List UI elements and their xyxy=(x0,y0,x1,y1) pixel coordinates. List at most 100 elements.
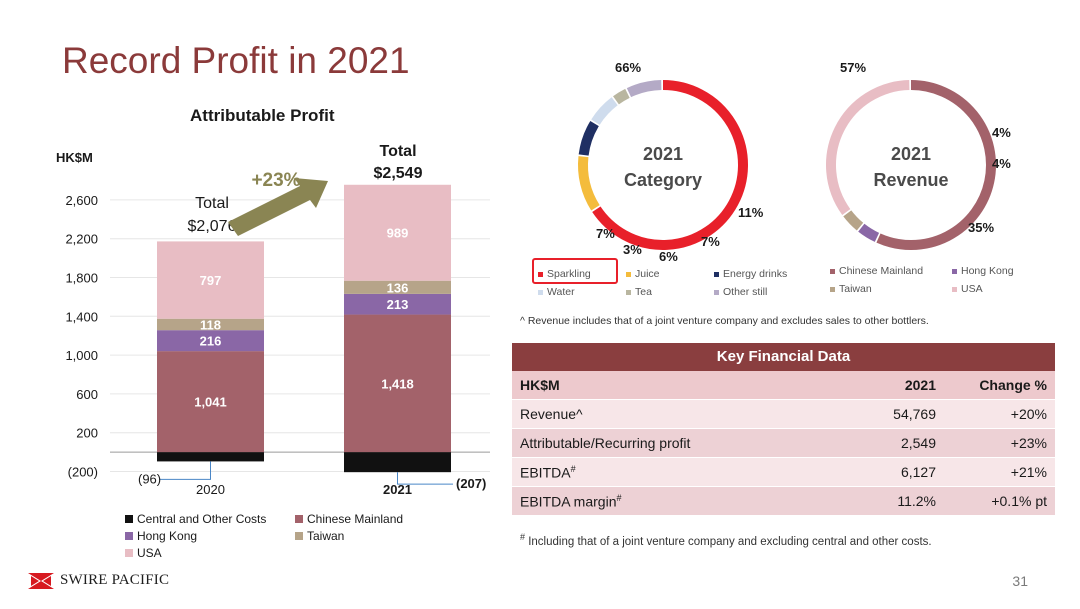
sparkling-highlight-box xyxy=(532,258,618,284)
legend-swatch xyxy=(295,515,303,523)
segment-data-label: 989 xyxy=(387,226,409,241)
row-label: Revenue^ xyxy=(512,399,818,429)
footnote-mark: # xyxy=(570,463,576,474)
donut-slice-hong-kong xyxy=(858,223,880,242)
legend-label: Other still xyxy=(723,286,768,298)
slice-percent-label: 4% xyxy=(992,125,1011,140)
legend-label: Energy drinks xyxy=(723,268,788,280)
segment-data-label: 797 xyxy=(200,273,222,288)
legend-label: USA xyxy=(961,283,983,295)
y-axis-label: HK$M xyxy=(56,150,93,165)
row-value: 2,549 xyxy=(818,428,944,458)
category-legend: Sparkling Juice Energy drinks Water Tea … xyxy=(538,268,824,298)
legend-label: Hong Kong xyxy=(137,529,198,543)
row-change: +20% xyxy=(944,399,1055,429)
column-header: 2021 xyxy=(818,371,944,400)
legend-dot xyxy=(626,289,631,295)
bar-chart-title: Attributable Profit xyxy=(190,106,335,125)
revenue-note: ^ Revenue includes that of a joint ventu… xyxy=(520,315,929,327)
table-header-row: HK$M 2021 Change % xyxy=(512,371,1055,400)
revenue-legend: Chinese Mainland Hong Kong Taiwan USA xyxy=(830,265,1032,295)
donut-slice-sparkling xyxy=(592,80,748,250)
donut-center-year: 2021 xyxy=(891,144,931,164)
swire-logo-icon xyxy=(28,572,54,589)
legend-item-hong-kong: Hong Kong xyxy=(952,265,1032,277)
slice-percent-label: 7% xyxy=(701,234,720,249)
logo-text: SWIRE PACIFIC xyxy=(60,572,170,588)
total-label: Total xyxy=(379,143,416,160)
donut-slice-tea xyxy=(613,88,630,105)
legend-label: Hong Kong xyxy=(961,265,1014,277)
donut-slice-water xyxy=(591,97,618,125)
legend-item-juice: Juice xyxy=(626,268,714,280)
growth-arrow xyxy=(228,178,328,236)
legend-item-energy-drinks: Energy drinks xyxy=(714,268,824,280)
legend-item-taiwan: Taiwan xyxy=(295,529,455,543)
row-label-text: Revenue^ xyxy=(520,406,583,422)
legend-dot xyxy=(952,268,957,274)
y-tick-label: 1,800 xyxy=(65,271,98,286)
swire-pacific-logo: SWIRE PACIFIC xyxy=(28,572,169,589)
legend-label: Sparkling xyxy=(547,268,591,280)
table-row: EBITDA margin# 11.2% +0.1% pt xyxy=(512,486,1055,515)
legend-item-tea: Tea xyxy=(626,286,714,298)
total-value: $2,076 xyxy=(188,218,237,235)
row-label-text: Attributable/Recurring profit xyxy=(520,435,691,451)
legend-label: USA xyxy=(137,546,162,560)
table-footnote: # Including that of a joint venture comp… xyxy=(520,532,932,548)
footnote-mark: # xyxy=(520,532,526,542)
key-financial-data-table: HK$M 2021 Change % Revenue^ 54,769 +20% … xyxy=(512,371,1055,515)
bar-segment-taiwan xyxy=(157,318,264,331)
legend-label: Juice xyxy=(635,268,660,280)
legend-label: Chinese Mainland xyxy=(839,265,924,277)
row-value: 11.2% xyxy=(818,486,944,515)
legend-label: Taiwan xyxy=(307,529,345,543)
segment-data-label: 1,418 xyxy=(381,376,414,391)
legend-item-water: Water xyxy=(538,286,626,298)
y-tick-label: 1,400 xyxy=(65,309,98,324)
segment-data-label: 216 xyxy=(200,334,222,349)
legend-label: Tea xyxy=(635,286,652,298)
total-value: $2,549 xyxy=(374,165,423,182)
segment-data-label: 213 xyxy=(387,297,409,312)
y-tick-label: 600 xyxy=(76,387,98,402)
callout-line xyxy=(159,461,211,480)
legend-dot xyxy=(952,286,957,292)
donut-center-title: Category xyxy=(624,170,702,190)
slice-percent-label: 4% xyxy=(992,156,1011,171)
legend-item-other-still: Other still xyxy=(714,286,824,298)
key-financial-data-title: Key Financial Data xyxy=(512,343,1055,371)
table-row: Attributable/Recurring profit 2,549 +23% xyxy=(512,428,1055,458)
slice-percent-label: 66% xyxy=(615,60,641,75)
table-row: Revenue^ 54,769 +20% xyxy=(512,399,1055,429)
table-row: EBITDA# 6,127 +21% xyxy=(512,457,1055,487)
legend-label: Water xyxy=(547,286,575,298)
slice-percent-label: 3% xyxy=(623,242,642,257)
legend-item-usa: USA xyxy=(952,283,1032,295)
legend-swatch xyxy=(125,532,133,540)
legend-label: Chinese Mainland xyxy=(307,512,404,526)
segment-data-label: 118 xyxy=(200,317,221,332)
row-change: +21% xyxy=(944,457,1055,487)
page-number: 31 xyxy=(1012,573,1028,589)
legend-dot xyxy=(538,289,543,295)
donut-slice-energy-drinks xyxy=(578,120,599,156)
legend-item-central-costs: Central and Other Costs xyxy=(125,512,295,526)
legend-item-chinese-mainland: Chinese Mainland xyxy=(295,512,455,526)
column-header: Change % xyxy=(944,371,1055,400)
callout-line xyxy=(397,472,453,485)
row-label: EBITDA# xyxy=(512,457,818,487)
legend-item-sparkling: Sparkling xyxy=(538,268,626,280)
legend-label: Central and Other Costs xyxy=(137,512,267,526)
row-label: EBITDA margin# xyxy=(512,486,818,515)
row-change: +0.1% pt xyxy=(944,486,1055,515)
bar-segment-chinese-mainland xyxy=(157,351,264,453)
legend-dot xyxy=(626,271,631,277)
bar-segment-hong-kong xyxy=(344,293,451,315)
legend-swatch xyxy=(125,515,133,523)
y-tick-label: (200) xyxy=(68,465,98,480)
negative-value-label: (96) xyxy=(138,471,161,486)
legend-item-chinese-mainland: Chinese Mainland xyxy=(830,265,952,277)
slice-percent-label: 57% xyxy=(840,60,866,75)
bar-segment-central-and-other-costs xyxy=(344,452,451,473)
